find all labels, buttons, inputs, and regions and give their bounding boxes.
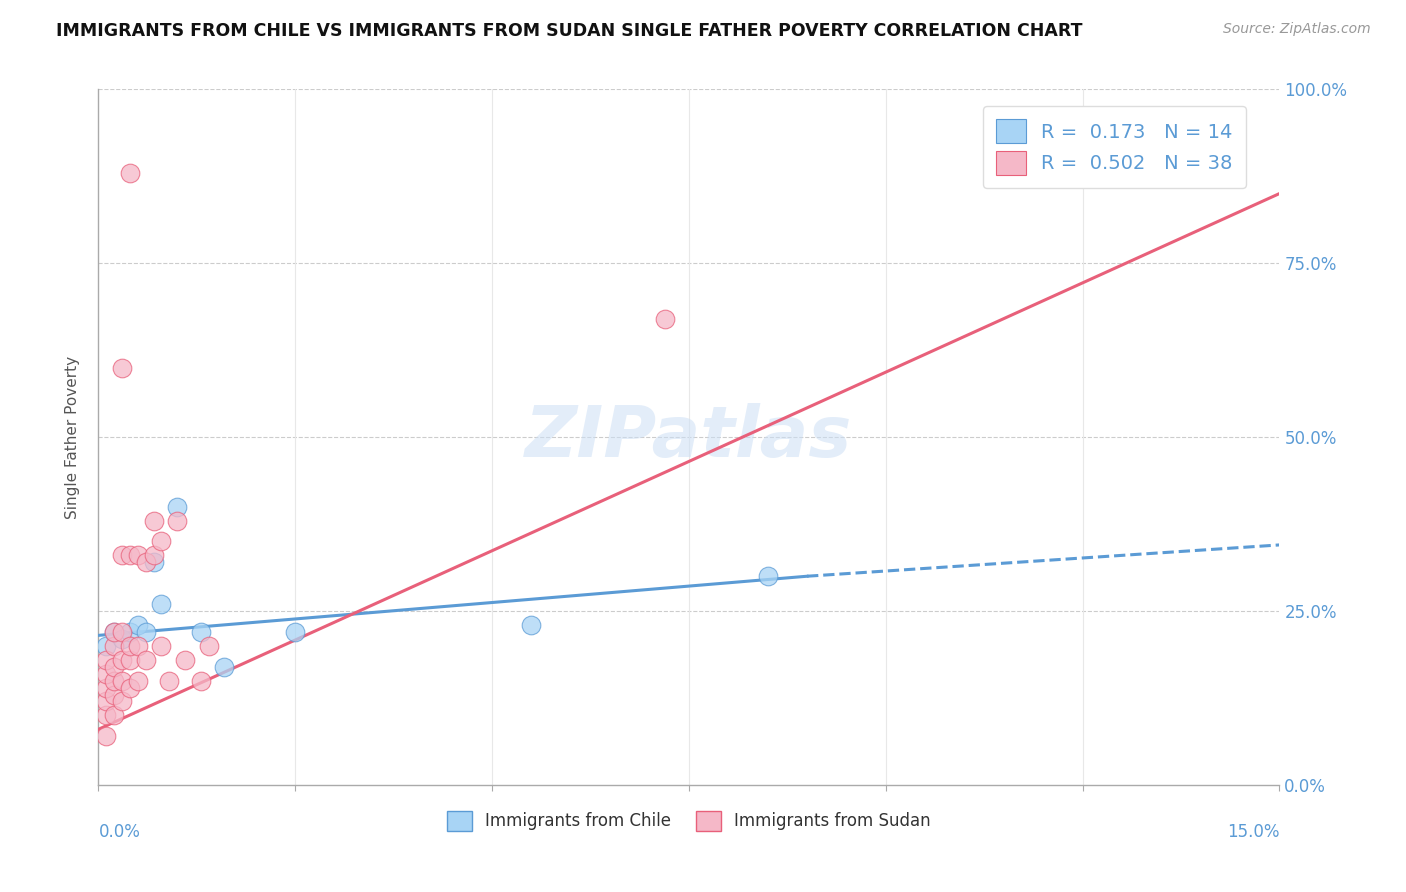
Point [103,688,125,702]
Point [111,632,134,646]
Point [103,659,125,673]
Point [96,708,118,723]
Text: 0.0%: 0.0% [98,823,141,841]
Point [127,639,149,653]
Point [142,514,165,528]
Point [118,681,141,695]
Point [214,659,236,673]
Point [135,653,157,667]
Point [150,534,173,549]
Point [103,624,125,639]
Point [756,569,779,583]
Legend: Immigrants from Chile, Immigrants from Sudan: Immigrants from Chile, Immigrants from S… [439,802,939,839]
Point [118,624,141,639]
Point [142,555,165,569]
Point [103,624,125,639]
Point [174,653,197,667]
Y-axis label: Single Father Poverty: Single Father Poverty [65,356,80,518]
Point [197,639,219,653]
Point [96,666,118,681]
Text: Source: ZipAtlas.com: Source: ZipAtlas.com [1223,22,1371,37]
Point [190,624,212,639]
Point [103,639,125,653]
Point [118,653,141,667]
Point [127,673,149,688]
Point [118,549,141,563]
Point [520,618,543,632]
Point [127,549,149,563]
Point [111,694,134,708]
Point [111,360,134,375]
Point [103,708,125,723]
Text: ZIPatlas: ZIPatlas [526,402,852,472]
Point [103,673,125,688]
Point [166,514,188,528]
Point [190,673,212,688]
Point [135,555,157,569]
Point [96,729,118,743]
Point [127,618,149,632]
Point [118,639,141,653]
Point [142,549,165,563]
Point [135,624,157,639]
Point [96,653,118,667]
Point [111,549,134,563]
Point [111,653,134,667]
Point [96,681,118,695]
Point [96,694,118,708]
Point [118,166,141,180]
Point [166,500,188,514]
Point [111,673,134,688]
Text: 15.0%: 15.0% [1227,823,1279,841]
Point [654,311,676,326]
Point [150,597,173,611]
Point [284,624,307,639]
Text: IMMIGRANTS FROM CHILE VS IMMIGRANTS FROM SUDAN SINGLE FATHER POVERTY CORRELATION: IMMIGRANTS FROM CHILE VS IMMIGRANTS FROM… [56,22,1083,40]
Point [157,673,180,688]
Point [96,639,118,653]
Point [150,639,173,653]
Point [111,624,134,639]
